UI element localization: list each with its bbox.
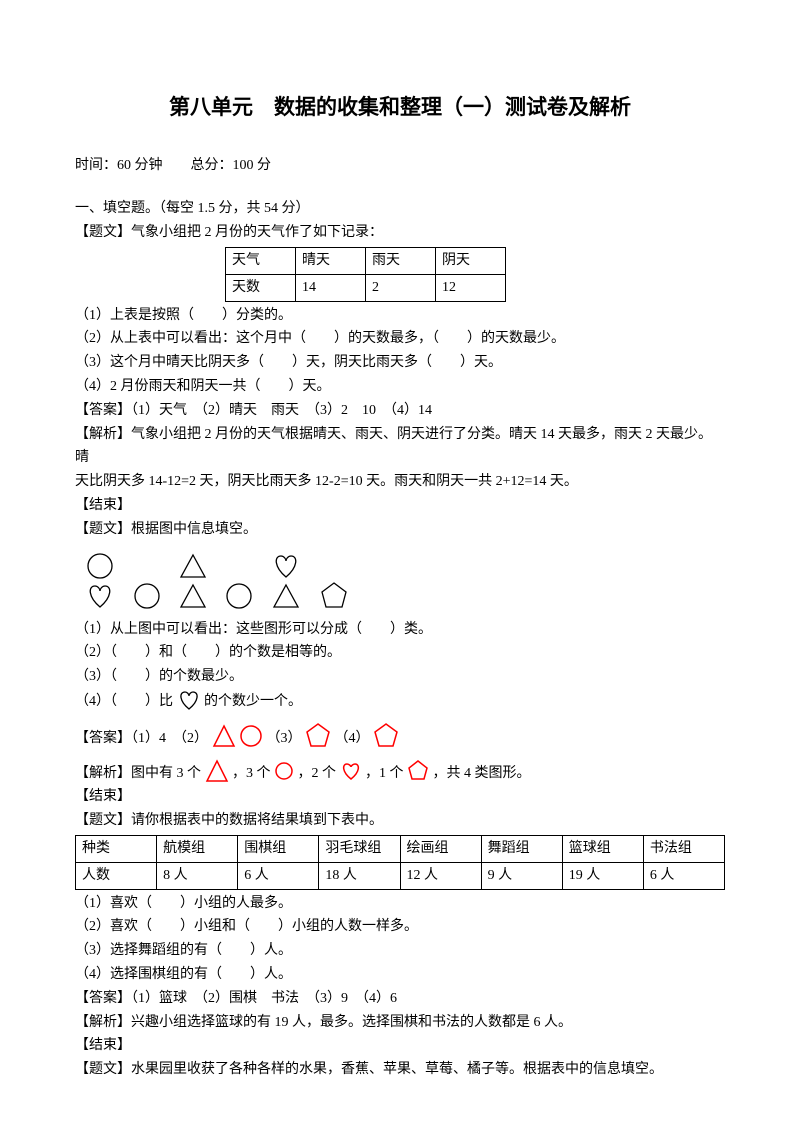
circle-icon [239, 724, 263, 748]
shape-col [179, 552, 207, 610]
cell: 6 人 [238, 862, 319, 889]
q1-end: 【结束】 [75, 494, 725, 518]
q3-sub4: （4）选择围棋组的有（ ）人。 [75, 963, 725, 987]
circle-icon [225, 582, 253, 610]
q1-sub3: （3）这个月中晴天比阴天多（ ）天，阴天比雨天多（ ）天。 [75, 351, 725, 375]
table-row: 天数 14 2 12 [226, 274, 506, 301]
cell: 晴天 [296, 248, 366, 275]
table-row: 人数 8 人 6 人 18 人 12 人 9 人 19 人 6 人 [76, 862, 725, 889]
q1-explain-2: 天比阴天多 14-12=2 天，阴天比雨天多 12-2=10 天。雨天和阴天一共… [75, 470, 725, 494]
triangle-icon [212, 724, 236, 748]
shape-col [133, 582, 161, 610]
q1-sub4: （4）2 月份雨天和阴天一共（ ）天。 [75, 375, 725, 399]
table-row: 天气 晴天 雨天 阴天 [226, 248, 506, 275]
cell: 种类 [76, 836, 157, 863]
cell: 2 [366, 274, 436, 301]
cell: 天气 [226, 248, 296, 275]
circle-icon [274, 761, 294, 781]
q2-exp-e: ，共 4 类图形。 [433, 766, 531, 781]
heart-icon [177, 689, 201, 711]
q2-sub4-b: 的个数少一个。 [204, 694, 302, 709]
cell: 6 人 [643, 862, 724, 889]
q1-explain-1: 【解析】气象小组把 2 月份的天气根据晴天、雨天、阴天进行了分类。晴天 14 天… [75, 423, 725, 471]
cell: 舞蹈组 [481, 836, 562, 863]
q2-exp-c: ，2 个 [298, 766, 337, 781]
q1-answer: 【答案】（1）天气 （2）晴天 雨天 （3）2 10 （4）14 [75, 399, 725, 423]
cell: 绘画组 [400, 836, 481, 863]
triangle-icon [205, 759, 229, 783]
q2-ans-b: （3） [267, 731, 302, 746]
heart-icon [340, 761, 362, 781]
q4-stem: 【题文】水果园里收获了各种各样的水果，香蕉、苹果、草莓、橘子等。根据表中的信息填… [75, 1058, 725, 1082]
cell: 14 [296, 274, 366, 301]
q2-exp-a: 【解析】图中有 3 个 [75, 766, 201, 781]
q3-stem: 【题文】请你根据表中的数据将结果填到下表中。 [75, 809, 725, 833]
q2-sub1: （1）从上图中可以看出：这些图形可以分成（ ）类。 [75, 618, 725, 642]
shape-col [271, 552, 301, 610]
pentagon-icon [407, 759, 429, 781]
q2-ans-a: 【答案】（1）4 （2） [75, 731, 208, 746]
cell: 12 [436, 274, 506, 301]
cell: 围棋组 [238, 836, 319, 863]
q2-exp-d: ，1 个 [365, 766, 404, 781]
shape-col [319, 580, 349, 610]
circle-icon [86, 552, 114, 580]
q2-ans-c: （4） [335, 731, 370, 746]
cell: 篮球组 [562, 836, 643, 863]
cell: 9 人 [481, 862, 562, 889]
pentagon-icon [373, 722, 399, 748]
weather-table: 天气 晴天 雨天 阴天 天数 14 2 12 [225, 247, 506, 302]
shapes-figure [85, 552, 725, 610]
q3-explain: 【解析】兴趣小组选择篮球的有 19 人，最多。选择围棋和书法的人数都是 6 人。 [75, 1011, 725, 1035]
cell: 书法组 [643, 836, 724, 863]
meta-line: 时间：60 分钟 总分：100 分 [75, 154, 725, 178]
weather-table-wrap: 天气 晴天 雨天 阴天 天数 14 2 12 [225, 247, 725, 302]
q2-end: 【结束】 [75, 785, 725, 809]
cell: 12 人 [400, 862, 481, 889]
cell: 19 人 [562, 862, 643, 889]
shape-col [85, 552, 115, 610]
triangle-icon [179, 582, 207, 610]
q2-sub4: （4）（ ）比 的个数少一个。 [75, 689, 725, 714]
cell: 雨天 [366, 248, 436, 275]
table-row: 种类 航模组 围棋组 羽毛球组 绘画组 舞蹈组 篮球组 书法组 [76, 836, 725, 863]
q3-end: 【结束】 [75, 1034, 725, 1058]
cell: 人数 [76, 862, 157, 889]
q3-answer: 【答案】（1）篮球 （2）围棋 书法 （3）9 （4）6 [75, 987, 725, 1011]
q1-stem: 【题文】气象小组把 2 月份的天气作了如下记录： [75, 221, 725, 245]
q2-sub3: （3）（ ）的个数最少。 [75, 665, 725, 689]
q2-sub2: （2）（ ）和（ ）的个数是相等的。 [75, 641, 725, 665]
cell: 8 人 [157, 862, 238, 889]
q2-stem: 【题文】根据图中信息填空。 [75, 518, 725, 542]
q3-sub3: （3）选择舞蹈组的有（ ）人。 [75, 939, 725, 963]
q1-sub2: （2）从上表中可以看出：这个月中（ ）的天数最多，（ ）的天数最少。 [75, 327, 725, 351]
shape-col [225, 582, 253, 610]
heart-icon [85, 582, 115, 610]
q2-answer: 【答案】（1）4 （2） （3） （4） [75, 722, 725, 751]
cell: 阴天 [436, 248, 506, 275]
cell: 羽毛球组 [319, 836, 400, 863]
circle-icon [133, 582, 161, 610]
q2-sub4-a: （4）（ ）比 [75, 694, 173, 709]
heart-icon [271, 552, 301, 580]
pentagon-icon [319, 580, 349, 610]
q2-explain: 【解析】图中有 3 个 ，3 个 ，2 个 ，1 个 ，共 4 类图形。 [75, 759, 725, 786]
triangle-icon [179, 552, 207, 580]
pentagon-icon [305, 722, 331, 748]
cell: 航模组 [157, 836, 238, 863]
cell: 天数 [226, 274, 296, 301]
section-header: 一、填空题。（每空 1.5 分，共 54 分） [75, 197, 725, 221]
q1-sub1: （1）上表是按照（ ）分类的。 [75, 304, 725, 328]
q3-sub1: （1）喜欢（ ）小组的人最多。 [75, 892, 725, 916]
groups-table: 种类 航模组 围棋组 羽毛球组 绘画组 舞蹈组 篮球组 书法组 人数 8 人 6… [75, 835, 725, 890]
cell: 18 人 [319, 862, 400, 889]
triangle-icon [272, 582, 300, 610]
q2-exp-b: ，3 个 [232, 766, 271, 781]
q3-sub2: （2）喜欢（ ）小组和（ ）小组的人数一样多。 [75, 915, 725, 939]
page-title: 第八单元 数据的收集和整理（一）测试卷及解析 [75, 90, 725, 126]
